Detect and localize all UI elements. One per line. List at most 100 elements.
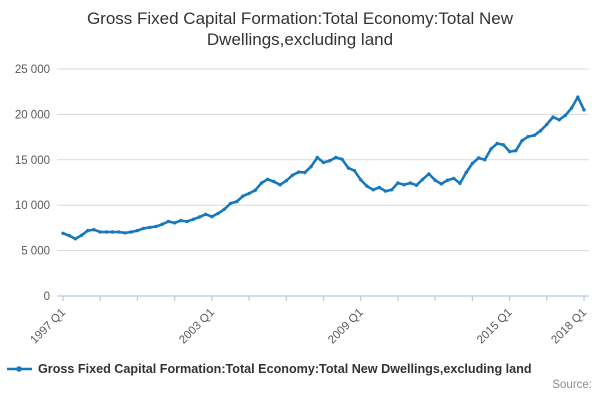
series-point	[222, 207, 226, 211]
series-point	[334, 155, 338, 160]
series-point	[154, 224, 158, 229]
series-point	[377, 185, 381, 190]
series-point	[123, 231, 127, 235]
series-point	[576, 95, 580, 99]
series-point	[141, 226, 146, 231]
series-point	[166, 219, 171, 224]
series-point	[98, 230, 102, 234]
series-point	[396, 181, 400, 185]
series-point	[557, 118, 561, 122]
series-point	[253, 188, 257, 192]
source-label: Source:	[552, 379, 592, 391]
series-point	[216, 211, 220, 216]
series-point	[129, 230, 133, 234]
series-point	[204, 212, 208, 216]
series-point	[272, 179, 276, 184]
series-point	[483, 158, 487, 162]
series-point	[185, 219, 189, 224]
series-point	[464, 170, 468, 175]
x-tick-label: 2003 Q1	[177, 307, 217, 347]
series-point	[414, 183, 419, 187]
series-point	[569, 106, 574, 110]
y-tick-label: 10 000	[15, 200, 50, 212]
series-point	[235, 199, 239, 204]
series-point	[439, 182, 443, 186]
series-point	[538, 129, 543, 133]
x-tick-label: 2015 Q1	[475, 307, 515, 347]
series-point	[532, 133, 537, 137]
series-point	[476, 156, 481, 160]
y-tick-label: 0	[44, 291, 50, 303]
x-tick-label: 1997 Q1	[28, 307, 68, 347]
series-point	[179, 218, 183, 223]
series-point	[452, 176, 456, 181]
series-point	[191, 217, 195, 221]
series-point	[266, 177, 270, 181]
series-point	[563, 113, 568, 117]
legend-label: Gross Fixed Capital Formation:Total Econ…	[38, 362, 532, 376]
series-point	[582, 108, 586, 112]
series-point	[73, 237, 78, 241]
series-point	[321, 160, 326, 165]
series-point	[514, 149, 518, 153]
series-point	[247, 191, 251, 196]
series-point	[160, 222, 164, 226]
y-tick-label: 15 000	[15, 155, 50, 167]
series-point	[309, 164, 313, 169]
series-point	[433, 178, 437, 182]
series-point	[67, 233, 71, 238]
series-point	[303, 170, 307, 175]
series-point	[359, 178, 363, 182]
series-point	[340, 157, 344, 161]
series-point	[371, 188, 375, 192]
series-point	[328, 159, 332, 163]
series-point	[470, 161, 475, 166]
series-point	[148, 225, 152, 230]
series-point	[79, 233, 84, 237]
series-point	[104, 230, 109, 234]
series-point	[110, 230, 115, 234]
series-point	[365, 184, 369, 188]
series-point	[86, 228, 90, 233]
series-point	[545, 122, 549, 127]
series-point	[402, 183, 406, 187]
series-point	[172, 221, 177, 225]
series-point	[421, 177, 425, 181]
series-point	[445, 178, 450, 182]
series-point	[278, 183, 282, 187]
series-point	[197, 215, 202, 219]
series-point	[520, 139, 524, 143]
series-line	[61, 95, 586, 241]
series-point	[458, 181, 462, 186]
series-point	[489, 147, 493, 151]
series-point	[427, 172, 431, 176]
series-point	[117, 230, 121, 234]
series-point	[284, 179, 288, 183]
series-point	[290, 173, 295, 177]
series-point	[390, 188, 394, 192]
series-point	[495, 141, 499, 146]
line-chart: 0 5 000 10 000 15 000 20 000 25 000 1997 Q1 200…	[15, 64, 589, 347]
legend: Gross Fixed Capital Formation:Total Econ…	[6, 362, 598, 376]
series-point	[210, 214, 214, 219]
series-point	[526, 134, 530, 139]
series-point	[352, 169, 357, 173]
series-point	[383, 189, 388, 193]
series-point	[297, 170, 301, 174]
y-tick-label: 20 000	[15, 109, 50, 121]
x-tick-label: 2018 Q1	[549, 307, 589, 347]
legend-marker-icon	[7, 366, 32, 372]
series-point	[315, 155, 319, 160]
series-point	[135, 228, 140, 233]
y-tick-label: 5 000	[21, 246, 50, 258]
series-point	[241, 194, 245, 198]
x-tick-label: 2009 Q1	[326, 307, 366, 347]
y-tick-label: 25 000	[15, 64, 50, 76]
series-point	[408, 181, 412, 185]
series-point	[501, 143, 506, 147]
series-point	[259, 181, 264, 185]
series-point	[346, 166, 350, 170]
chart-title: Gross Fixed Capital Formation:Total Econ…	[86, 9, 514, 50]
series-point	[92, 228, 96, 232]
